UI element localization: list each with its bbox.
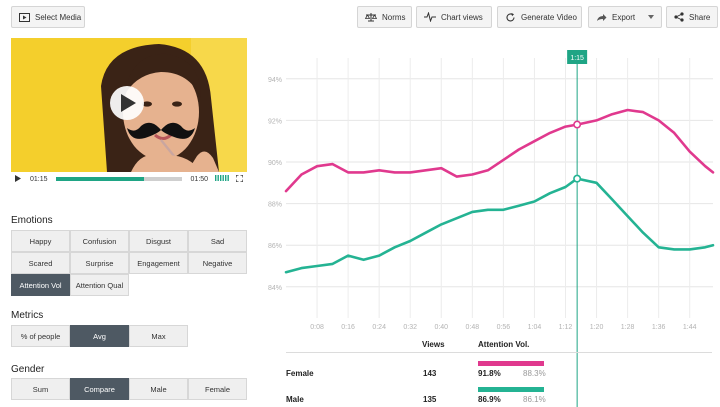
- play-small-icon[interactable]: [15, 174, 21, 184]
- progress-bar[interactable]: [55, 177, 182, 181]
- current-time: 01:15: [30, 175, 48, 183]
- share-button[interactable]: Share: [666, 6, 718, 28]
- generate-video-button[interactable]: Generate Video: [497, 6, 582, 28]
- female-cursor-point: [573, 120, 582, 129]
- x-tick-label: 0:24: [372, 324, 386, 331]
- x-tick-label: 1:28: [621, 324, 635, 331]
- x-tick-label: 1:36: [652, 324, 666, 331]
- emotions-option[interactable]: Engagement: [129, 252, 188, 274]
- emotions-option[interactable]: Attention Vol: [11, 274, 70, 296]
- chart-series: [284, 108, 715, 274]
- x-tick-label: 0:32: [403, 324, 417, 331]
- emotions-option[interactable]: Confusion: [70, 230, 129, 252]
- y-tick-label: 94%: [268, 77, 282, 84]
- x-axis-labels: 0:08 0:16 0:24 0:32 0:40 0:48 0:56 1:04 1:12 1:20…: [310, 324, 696, 331]
- row-male-views: 135: [423, 395, 437, 404]
- metrics-option[interactable]: Max: [129, 325, 188, 347]
- chart-views-label: Chart views: [441, 12, 483, 22]
- cursor-label-box: [567, 50, 588, 64]
- pulse-icon: [424, 12, 436, 22]
- fullscreen-icon[interactable]: [235, 173, 244, 184]
- time-cursor: 1:15: [567, 50, 588, 407]
- y-tick-label: 84%: [268, 285, 282, 292]
- emotions-option[interactable]: Negative: [188, 252, 247, 274]
- volume-icon[interactable]: [215, 175, 229, 183]
- total-time: 01:50: [190, 175, 209, 183]
- x-tick-label: 0:48: [466, 324, 480, 331]
- table-divider: [286, 352, 712, 353]
- cursor-label: 1:15: [570, 55, 584, 62]
- select-media-label: Select Media: [35, 12, 82, 22]
- select-media-button[interactable]: Select Media: [11, 6, 85, 28]
- emotions-option[interactable]: Sad: [188, 230, 247, 252]
- generate-video-label: Generate Video: [521, 12, 577, 22]
- x-tick-label: 0:56: [497, 324, 511, 331]
- media-icon: [19, 12, 30, 22]
- metrics-option[interactable]: Avg: [70, 325, 129, 347]
- male-series-line: [284, 177, 715, 274]
- views-header: Views: [422, 340, 445, 349]
- gender-option[interactable]: Male: [129, 378, 188, 400]
- share-label: Share: [689, 12, 711, 22]
- attention-header: Attention Vol.: [478, 340, 530, 349]
- row-female-views: 143: [423, 369, 437, 378]
- row-female-label: Female: [286, 369, 314, 378]
- row-female-compare: 88.3%: [523, 369, 546, 378]
- x-tick-label: 0:08: [310, 324, 324, 331]
- player-controls: 01:15 01:50: [11, 173, 247, 185]
- norms-button[interactable]: Norms: [357, 6, 412, 28]
- emotions-option[interactable]: Happy: [11, 230, 70, 252]
- x-tick-label: 0:40: [434, 324, 448, 331]
- metrics-title: Metrics: [11, 310, 44, 321]
- female-series-line: [284, 108, 715, 193]
- x-tick-label: 1:04: [528, 324, 542, 331]
- gender-title: Gender: [11, 364, 45, 375]
- refresh-icon: [505, 12, 516, 23]
- caret-down-icon: [648, 15, 654, 19]
- row-male-value: 86.9%: [478, 395, 501, 404]
- export-label: Export: [612, 12, 636, 22]
- row-male-compare: 86.1%: [523, 395, 546, 404]
- x-tick-label: 1:12: [559, 324, 573, 331]
- x-tick-label: 0:16: [341, 324, 355, 331]
- y-tick-label: 90%: [268, 160, 282, 167]
- y-axis-labels: 94% 92% 90% 88% 86% 84%: [268, 77, 282, 292]
- emotions-option[interactable]: Surprise: [70, 252, 129, 274]
- row-male-label: Male: [286, 395, 304, 404]
- video-frame: [11, 38, 247, 172]
- emotions-option[interactable]: Attention Qual: [70, 274, 129, 296]
- female-bar: [478, 361, 544, 366]
- x-tick-label: 1:20: [590, 324, 604, 331]
- gender-option[interactable]: Female: [188, 378, 247, 400]
- progress-fill: [55, 177, 144, 181]
- gender-option[interactable]: Sum: [11, 378, 70, 400]
- norms-label: Norms: [382, 12, 406, 22]
- metrics-option[interactable]: % of people: [11, 325, 70, 347]
- male-bar: [478, 387, 544, 392]
- x-tick-label: 1:44: [683, 324, 697, 331]
- row-female-value: 91.8%: [478, 369, 501, 378]
- scale-icon: [365, 12, 377, 22]
- y-tick-label: 88%: [268, 202, 282, 209]
- y-tick-label: 92%: [268, 118, 282, 125]
- share-icon: [674, 12, 684, 22]
- emotions-option[interactable]: Scared: [11, 252, 70, 274]
- y-tick-label: 86%: [268, 243, 282, 250]
- chart-grid: [286, 58, 713, 318]
- export-button[interactable]: Export: [588, 6, 662, 28]
- emotions-title: Emotions: [11, 215, 53, 226]
- video-player[interactable]: [11, 38, 247, 172]
- gender-option[interactable]: Compare: [70, 378, 129, 400]
- forward-arrow-icon: [596, 13, 607, 22]
- emotions-option[interactable]: Disgust: [129, 230, 188, 252]
- male-cursor-point: [573, 174, 582, 183]
- chart-views-button[interactable]: Chart views: [416, 6, 492, 28]
